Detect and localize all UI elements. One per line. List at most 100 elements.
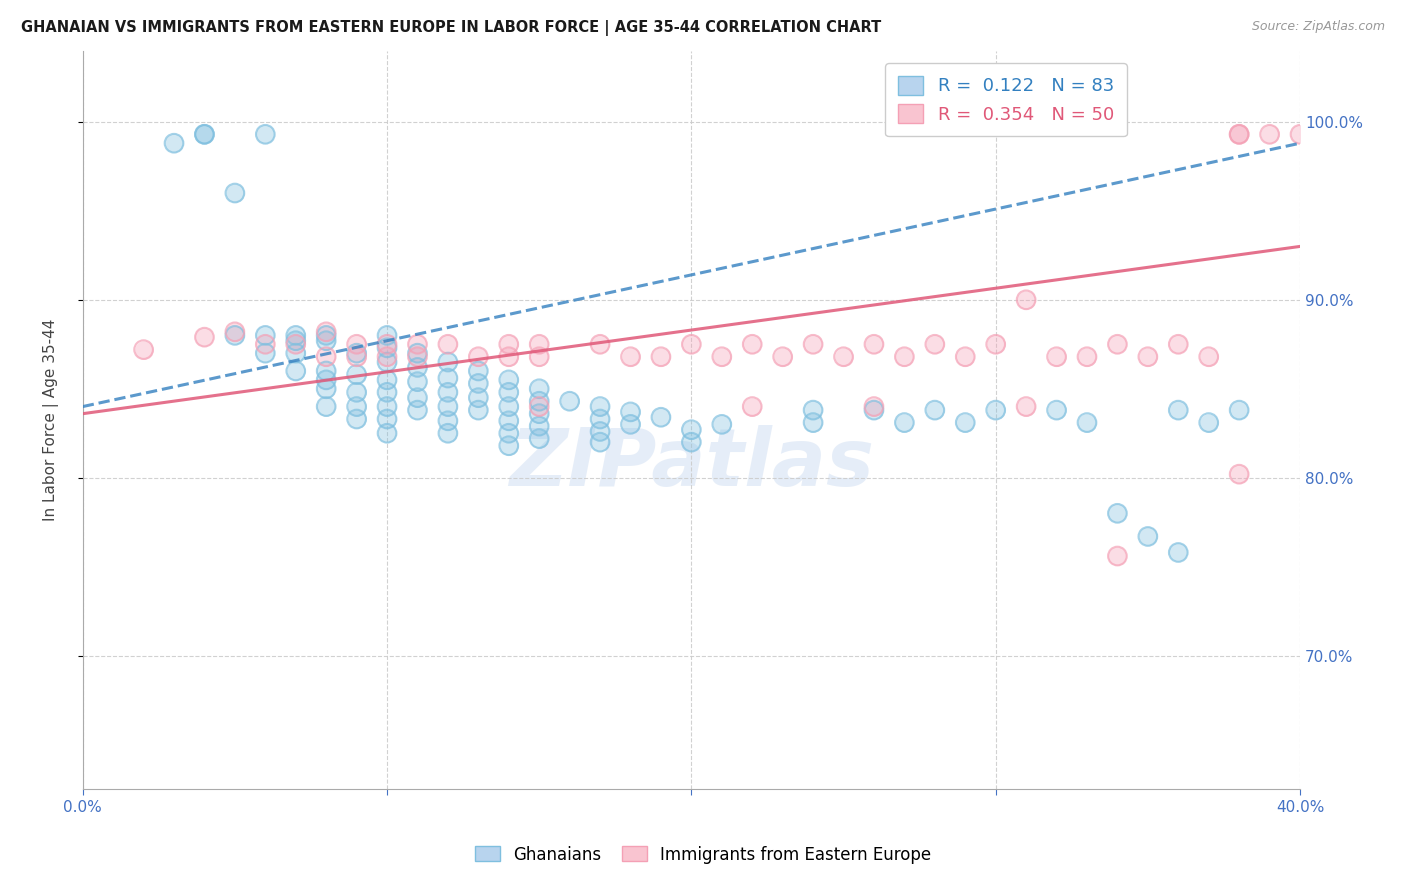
Point [346,368,368,382]
Point [498,426,520,441]
Point [772,350,794,364]
Point [1015,293,1038,307]
Point [254,328,277,343]
Point [193,128,215,142]
Point [193,128,215,142]
Point [619,417,641,432]
Point [346,385,368,400]
Point [801,403,824,417]
Point [1076,350,1098,364]
Point [893,416,915,430]
Point [315,350,337,364]
Point [315,400,337,414]
Point [437,400,460,414]
Point [619,417,641,432]
Point [498,439,520,453]
Point [437,355,460,369]
Point [1227,128,1250,142]
Point [224,325,246,339]
Point [955,416,977,430]
Point [467,376,489,391]
Point [315,400,337,414]
Point [284,328,307,343]
Point [955,416,977,430]
Point [498,350,520,364]
Point [193,330,215,344]
Point [529,400,551,414]
Point [1198,416,1220,430]
Point [284,334,307,348]
Point [1076,416,1098,430]
Point [1015,400,1038,414]
Point [346,412,368,426]
Point [254,337,277,351]
Point [406,350,429,364]
Point [284,334,307,348]
Point [254,128,277,142]
Point [406,375,429,389]
Point [681,423,703,437]
Point [710,350,733,364]
Point [163,136,186,151]
Point [406,403,429,417]
Point [1167,545,1189,559]
Point [315,334,337,348]
Y-axis label: In Labor Force | Age 35-44: In Labor Force | Age 35-44 [44,318,59,521]
Point [681,435,703,450]
Point [1167,545,1189,559]
Point [529,394,551,409]
Point [437,414,460,428]
Point [1227,403,1250,417]
Point [801,416,824,430]
Point [589,412,612,426]
Point [224,328,246,343]
Point [498,426,520,441]
Point [924,337,946,351]
Point [346,350,368,364]
Point [375,337,398,351]
Point [529,394,551,409]
Point [163,136,186,151]
Point [224,186,246,200]
Point [254,328,277,343]
Point [863,337,886,351]
Point [650,350,672,364]
Point [437,337,460,351]
Point [375,355,398,369]
Point [681,337,703,351]
Point [467,376,489,391]
Point [955,350,977,364]
Point [375,341,398,355]
Point [1015,400,1038,414]
Point [772,350,794,364]
Point [1107,506,1129,520]
Point [315,350,337,364]
Point [1167,403,1189,417]
Point [1258,128,1281,142]
Point [406,391,429,405]
Point [741,400,763,414]
Point [467,350,489,364]
Point [529,382,551,396]
Point [224,325,246,339]
Point [1227,467,1250,482]
Point [1227,128,1250,142]
Point [1167,337,1189,351]
Point [375,328,398,343]
Point [467,364,489,378]
Point [375,373,398,387]
Point [589,435,612,450]
Point [437,426,460,441]
Point [375,400,398,414]
Point [375,412,398,426]
Point [589,435,612,450]
Point [437,355,460,369]
Point [375,412,398,426]
Point [589,337,612,351]
Point [467,391,489,405]
Point [254,346,277,360]
Point [1015,293,1038,307]
Point [315,373,337,387]
Point [315,325,337,339]
Text: ZIPatlas: ZIPatlas [509,425,875,503]
